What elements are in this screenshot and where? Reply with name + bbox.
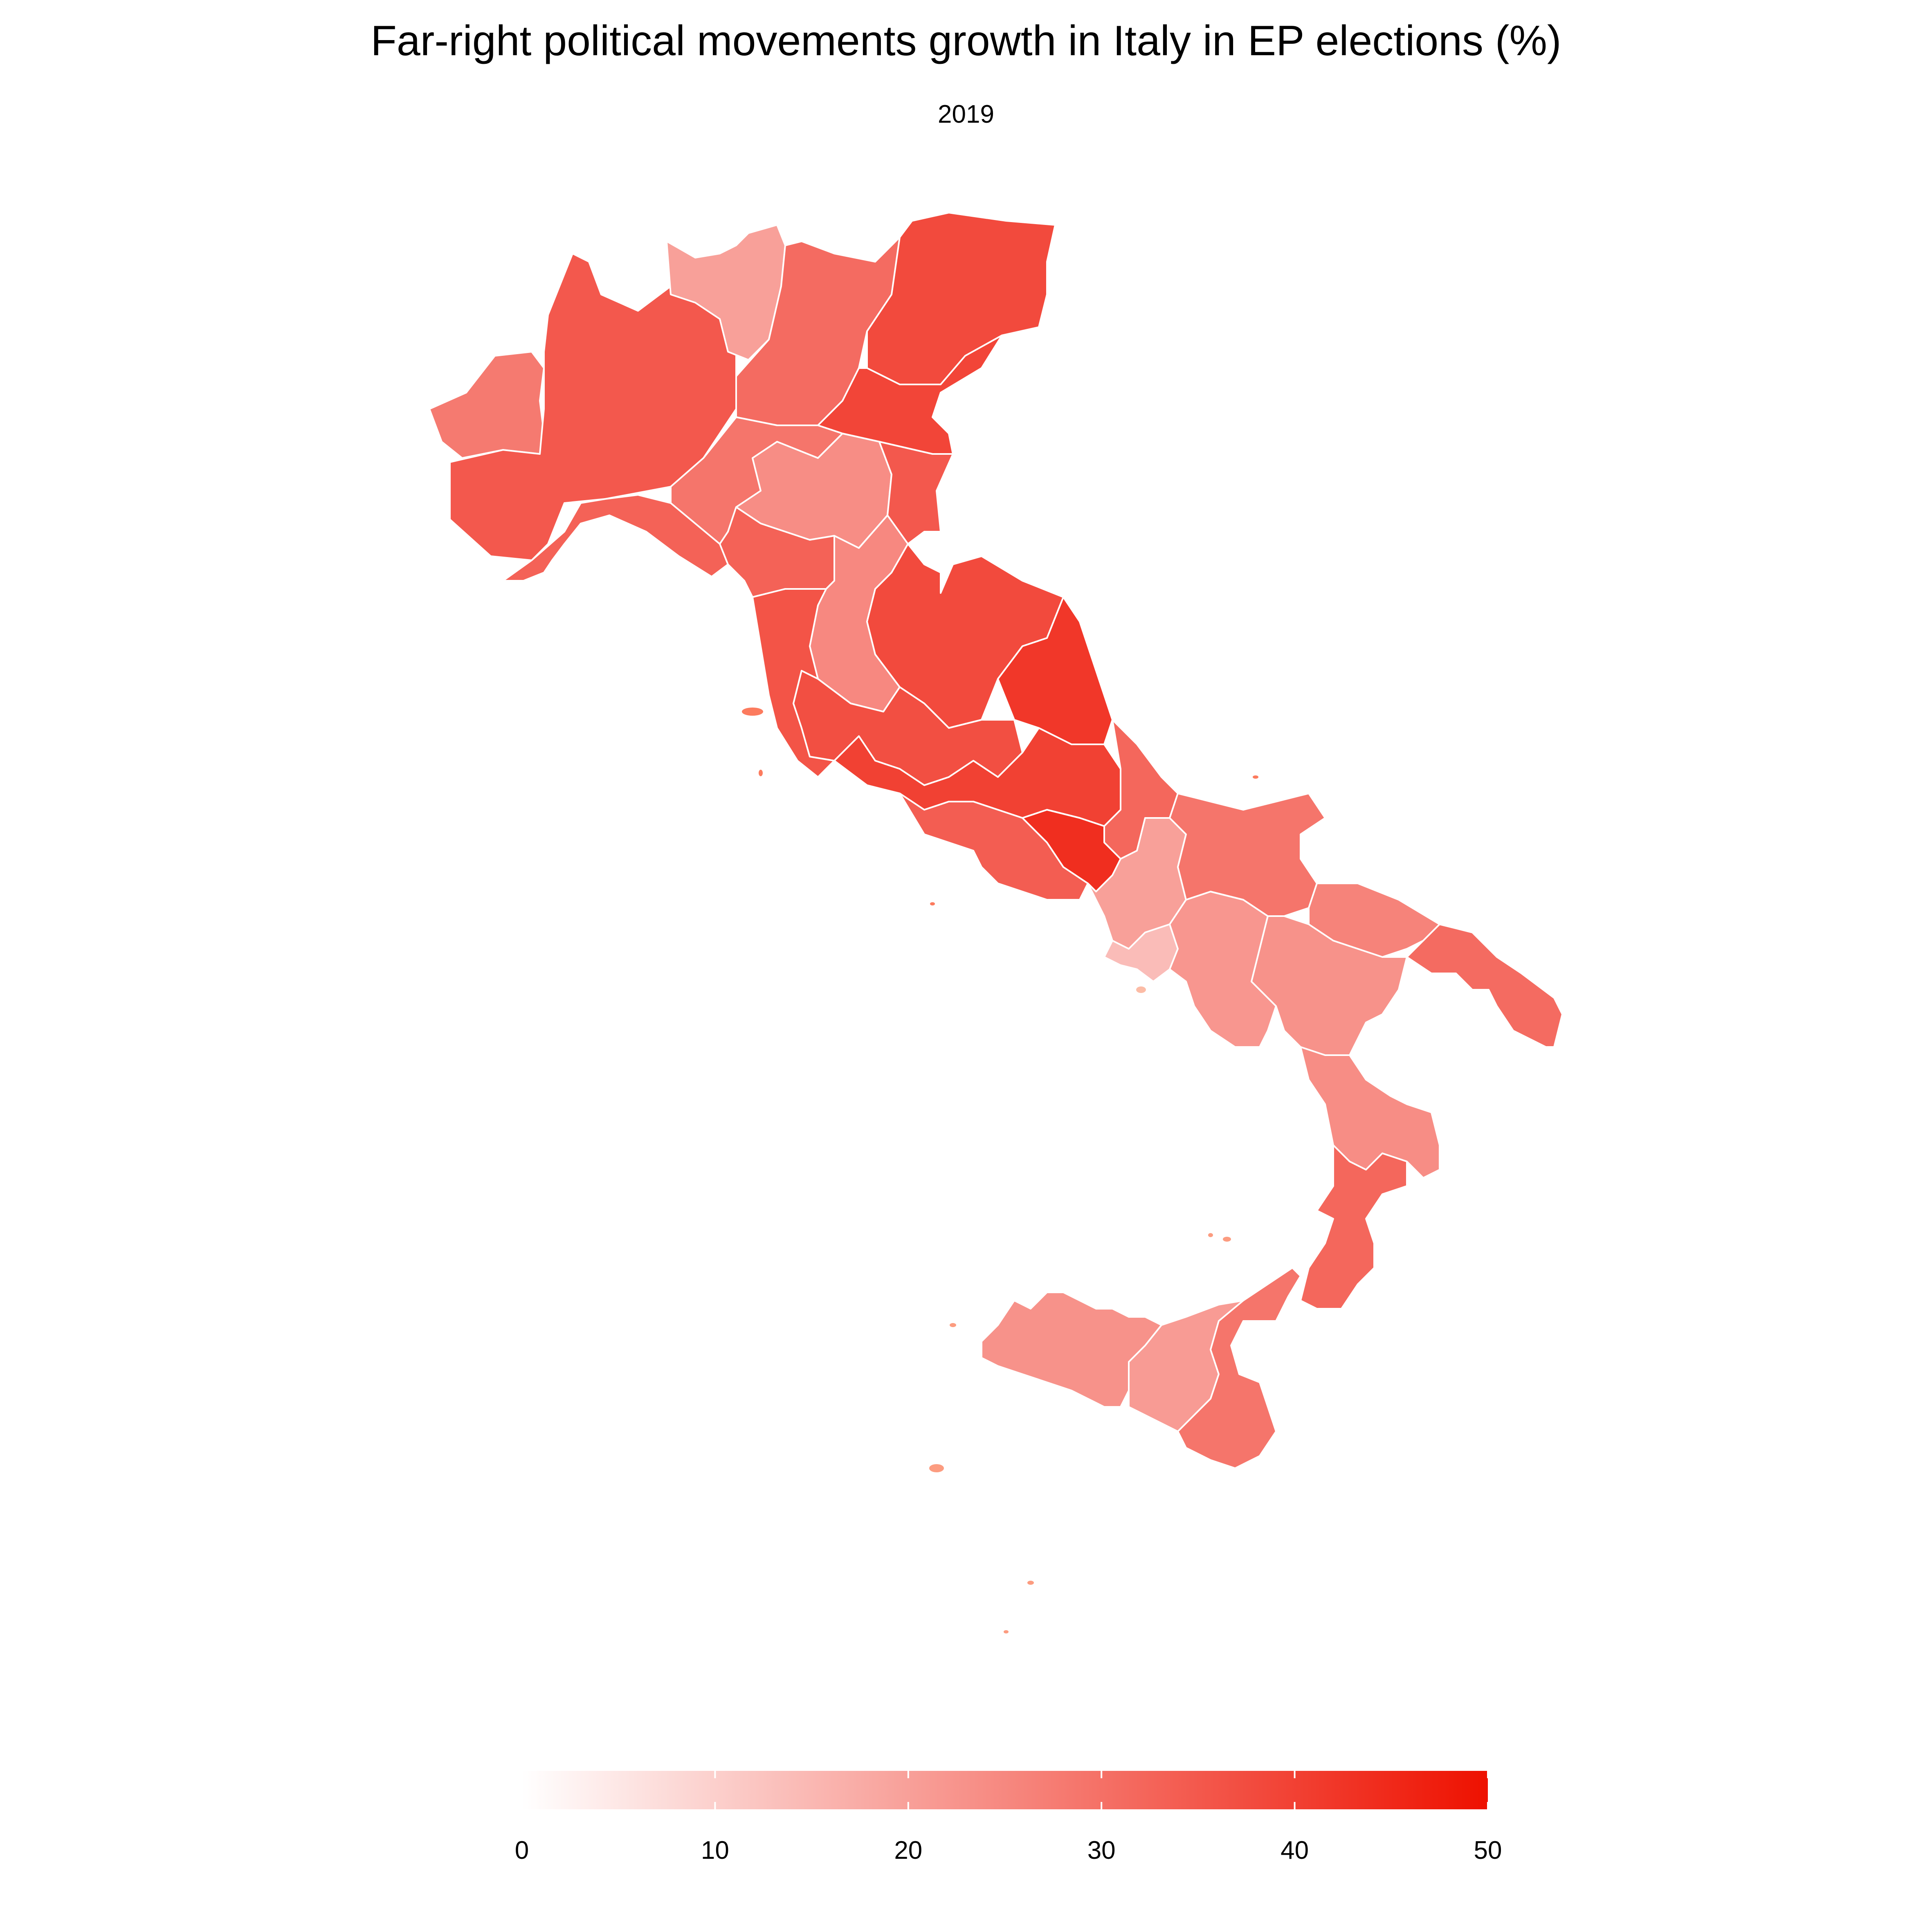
island-ponza (930, 902, 935, 905)
region-north-east[interactable] (866, 212, 1056, 385)
region-north-west-alps[interactable] (429, 351, 545, 459)
region-basilicata[interactable] (1251, 915, 1408, 1056)
legend-tick-label: 10 (701, 1836, 729, 1865)
map-subtitle: 2019 (938, 100, 994, 128)
legend-colorbar (522, 1771, 1488, 1809)
legend-tick-label: 0 (515, 1836, 529, 1865)
island-pantelleria (929, 1464, 944, 1472)
island-aeolian (1223, 1237, 1231, 1242)
map-title: Far-right political movements growth in … (371, 17, 1561, 65)
legend-tick-label: 50 (1474, 1836, 1502, 1865)
island-egadi (950, 1323, 956, 1327)
island-capri (1136, 986, 1146, 993)
region-apulia-south[interactable] (1406, 923, 1563, 1048)
small-islands (742, 708, 1258, 1633)
region-lazio-coast[interactable] (899, 793, 1089, 901)
legend-tick-label: 20 (894, 1836, 922, 1865)
region-liguria-coast[interactable] (502, 494, 729, 582)
legend-ticks: 0 10 20 30 40 50 (515, 1771, 1502, 1865)
island-giglio (759, 770, 763, 776)
region-marche-umbria[interactable] (866, 543, 1064, 729)
region-calabria-north[interactable] (1300, 1046, 1440, 1179)
legend-tick-label: 30 (1087, 1836, 1116, 1865)
island-aeolian-2 (1208, 1233, 1213, 1237)
region-sicily-east[interactable] (1177, 1267, 1301, 1469)
region-romagna[interactable] (878, 441, 954, 545)
island-tremiti (1253, 775, 1258, 779)
map-regions (429, 212, 1563, 1469)
legend-tick-label: 40 (1281, 1836, 1309, 1865)
region-calabria-south[interactable] (1300, 1144, 1408, 1310)
island-lampedusa (1027, 1581, 1034, 1585)
island-linosa (1004, 1630, 1009, 1633)
island-elba (742, 708, 763, 716)
